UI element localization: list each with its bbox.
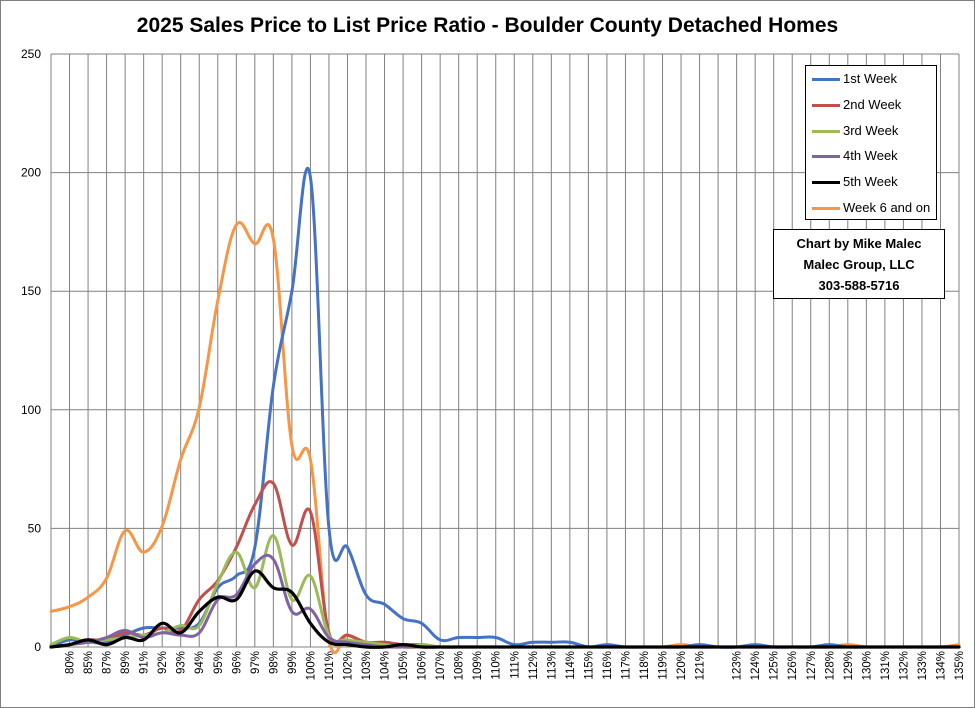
x-tick-label: 105% xyxy=(398,651,410,680)
x-tick-label: 125% xyxy=(769,651,781,680)
x-tick-label: 135% xyxy=(954,651,966,680)
legend-swatch xyxy=(812,103,840,107)
legend-swatch xyxy=(812,129,840,133)
x-tick-label: 132% xyxy=(898,651,910,680)
legend-swatch xyxy=(812,78,840,81)
series-line-4th-week xyxy=(49,553,961,649)
x-tick-label: 95% xyxy=(213,651,225,674)
x-tick-label: 119% xyxy=(658,651,670,680)
legend-item: 4th Week xyxy=(806,147,936,167)
x-tick-label: 116% xyxy=(602,651,614,680)
series-line-2nd-week xyxy=(49,480,961,649)
x-tick-label: 127% xyxy=(806,651,818,680)
x-tick-label: 123% xyxy=(732,651,744,680)
legend-item: Week 6 and on xyxy=(806,199,936,219)
series-line-5th-week xyxy=(49,569,961,649)
y-tick-label: 250 xyxy=(21,47,41,61)
x-tick-label: 97% xyxy=(250,651,262,674)
x-tick-label: 107% xyxy=(435,651,447,680)
legend-label: 5th Week xyxy=(843,174,898,190)
x-tick-label: 110% xyxy=(491,651,503,680)
x-tick-label: 118% xyxy=(639,651,651,680)
x-tick-label: 115% xyxy=(583,651,595,680)
x-tick-label: 113% xyxy=(546,651,558,680)
x-tick-label: 87% xyxy=(102,651,114,674)
x-tick-label: 108% xyxy=(454,651,466,680)
legend-label: 2nd Week xyxy=(843,96,902,112)
legend-item: 3rd Week xyxy=(806,122,936,142)
x-tick-label: 101% xyxy=(324,651,336,680)
legend-swatch xyxy=(812,181,840,185)
x-tick-label: 85% xyxy=(83,651,95,674)
series-line-3rd-week xyxy=(49,534,961,649)
y-tick-label: 0 xyxy=(34,640,41,654)
legend-label: 1st Week xyxy=(843,71,897,86)
x-tick-label: 94% xyxy=(194,651,206,674)
x-tick-label: 120% xyxy=(676,651,688,680)
x-tick-label: 80% xyxy=(65,651,77,674)
x-tick-label: 121% xyxy=(695,651,707,680)
x-tick-label: 96% xyxy=(231,651,243,674)
x-tick-label: 111% xyxy=(509,651,521,679)
legend-swatch xyxy=(812,207,840,210)
x-tick-label: 103% xyxy=(361,651,373,680)
legend-item: 2nd Week xyxy=(806,96,936,116)
x-tick-label: 102% xyxy=(342,651,354,680)
chart-title: 2025 Sales Price to List Price Ratio - B… xyxy=(136,14,839,37)
x-tick-label: 134% xyxy=(935,651,947,680)
y-tick-label: 50 xyxy=(28,521,42,535)
y-tick-label: 200 xyxy=(21,166,41,180)
x-tick-label: 131% xyxy=(880,651,892,680)
series-lines xyxy=(49,166,961,655)
x-tick-label: 128% xyxy=(824,651,836,680)
x-tick-label: 124% xyxy=(750,651,762,680)
legend-item: 1st Week xyxy=(806,70,936,90)
x-tick-label: 99% xyxy=(287,651,299,674)
x-tick-label: 129% xyxy=(843,651,855,680)
credit-line-2: Malec Group, LLC xyxy=(803,257,915,272)
y-tick-label: 150 xyxy=(21,284,41,298)
x-tick-label: 126% xyxy=(787,651,799,680)
legend-label: 3rd Week xyxy=(843,122,899,138)
legend-label: Week 6 and on xyxy=(843,200,931,215)
y-tick-label: 100 xyxy=(21,403,41,417)
x-tick-label: 109% xyxy=(472,651,484,680)
x-tick-label: 98% xyxy=(268,651,280,674)
legend-item: 5th Week xyxy=(806,173,936,193)
legend-label: 4th Week xyxy=(843,148,898,164)
legend: 1st Week 2nd Week 3rd Week 4th Week 5th Week… xyxy=(805,65,937,220)
x-tick-label: 117% xyxy=(620,651,632,680)
x-tick-label: 89% xyxy=(120,651,132,674)
credit-line-3: 303-588-5716 xyxy=(818,278,900,293)
x-tick-label: 93% xyxy=(176,651,188,674)
x-tick-label: 91% xyxy=(139,651,151,674)
x-axis-tick-labels: 80% 85% 87% 89% 91% 92% 93% 94% 95% 96% 97% 98% 99% 1… xyxy=(65,651,966,680)
x-tick-label: 104% xyxy=(380,651,392,680)
legend-swatch xyxy=(812,155,840,159)
x-tick-label: 106% xyxy=(417,651,429,680)
credit-annotation: Chart by Mike Malec Malec Group, LLC 303… xyxy=(773,229,945,299)
y-axis-tick-labels: 0 50 100 150 200 250 xyxy=(21,47,41,654)
x-tick-label: 133% xyxy=(917,651,929,680)
x-tick-label: 130% xyxy=(861,651,873,680)
x-tick-label: 92% xyxy=(157,651,169,674)
credit-line-1: Chart by Mike Malec xyxy=(796,236,922,251)
x-tick-label: 112% xyxy=(528,651,540,680)
x-tick-label: 100% xyxy=(305,651,317,680)
x-tick-label: 114% xyxy=(565,651,577,680)
